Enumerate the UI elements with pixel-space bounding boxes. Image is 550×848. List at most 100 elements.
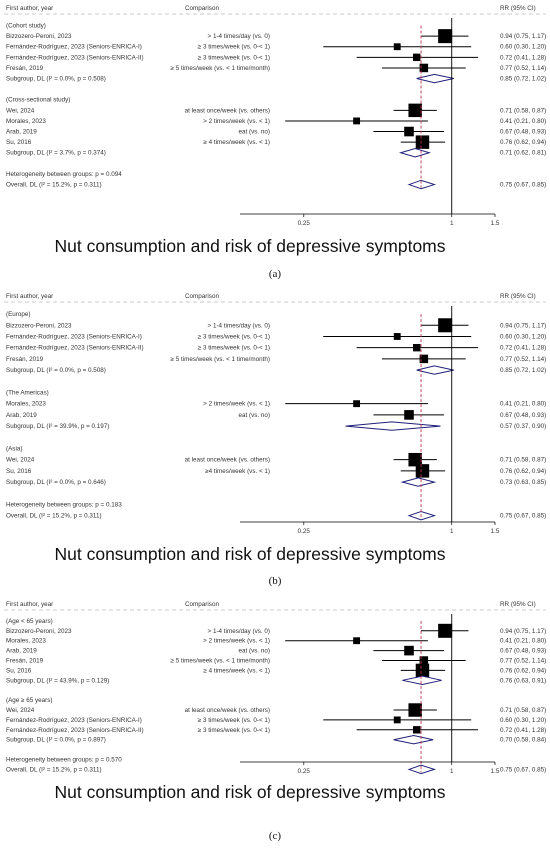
ci-label: 0.94 (0.75, 1.17) (500, 628, 546, 635)
subgroup-diamond (345, 421, 441, 431)
forest-plot-b: First author, year Comparison RR (95% CI) (… (4, 293, 546, 535)
header-study-label: First author, year (6, 601, 53, 608)
x-tick-label: 1.5 (491, 768, 500, 775)
comparison-label: > 1-4 times/day (vs. 0) (208, 322, 270, 329)
comparison-label: ≥ 3 times/week (vs. 0-< 1) (198, 345, 270, 352)
panel-c-title: Nut consumption and risk of depressive s… (54, 782, 446, 802)
ci-label: 0.60 (0.30, 1.20) (500, 717, 546, 724)
ci-label: 0.41 (0.21, 0.80) (500, 401, 546, 408)
study-label: Wei, 2024 (6, 107, 35, 114)
ci-label: 0.72 (0.41, 1.28) (500, 727, 546, 734)
comparison-label: > 2 times/week (vs. < 1) (203, 638, 270, 645)
subgroup-diamond (400, 477, 437, 487)
ci-label: 0.75 (0.67, 0.85) (500, 182, 546, 189)
ci-label: 0.77 (0.52, 1.14) (500, 65, 546, 72)
comparison-label: ≥ 3 times/week (vs. 0-< 1) (198, 717, 270, 724)
forest-plot-a: First author, year Comparison RR (95% CI) (… (4, 5, 546, 227)
ci-label: 0.71 (0.58, 0.87) (500, 457, 546, 464)
point-estimate-square (404, 410, 414, 420)
ci-label: 0.67 (0.48, 0.93) (500, 412, 546, 419)
comparison-label: ≥ 3 times/week (vs. 0-< 1) (198, 727, 270, 734)
subgroup-label: Subgroup, DL (I² = 0.0%, p = 0.646) (6, 479, 106, 486)
study-label: Fernández-Rodríguez, 2023 (Seniors-ENRIC… (6, 333, 142, 340)
ci-label: 0.75 (0.67, 0.85) (500, 766, 546, 773)
point-estimate-square (438, 623, 453, 638)
heterogeneity-label: Heterogeneity between groups: p = 0.570 (6, 757, 122, 764)
ci-label: 0.85 (0.72, 1.02) (500, 367, 546, 374)
subgroup-diamond (398, 148, 431, 158)
group-label: (Cohort study) (6, 23, 46, 30)
forest-plot-c: First author, year Comparison RR (95% CI) (… (4, 601, 546, 775)
study-label: Arab, 2019 (6, 129, 37, 136)
subgroup-label: Subgroup, DL (I² = 0.0%, p = 0.508) (6, 367, 106, 374)
comparison-label: > 1-4 times/day (vs. 0) (208, 33, 270, 40)
comparison-label: ≥ 3 times/week (vs. 0-< 1) (198, 44, 270, 51)
point-estimate-square (393, 716, 401, 724)
header-ci-label: RR (95% CI) (500, 5, 536, 12)
group-label: (Age < 65 years) (6, 618, 53, 625)
ci-label: 0.72 (0.41, 1.28) (500, 345, 546, 352)
comparison-label: ≥ 3 times/week (vs. 0-< 1) (198, 333, 270, 340)
point-estimate-square (415, 663, 430, 678)
header-study-label: First author, year (6, 293, 53, 300)
x-tick-label: 1.5 (491, 528, 500, 535)
x-tick-label: 0.25 (298, 220, 311, 227)
study-label: Su, 2016 (6, 667, 32, 674)
x-tick-label: 0.25 (298, 768, 311, 775)
ci-label: 0.41 (0.21, 0.80) (500, 638, 546, 645)
ci-label: 0.77 (0.52, 1.14) (500, 658, 546, 665)
comparison-label: ≥ 5 times/week (vs. < 1 time/month) (170, 65, 270, 72)
subgroup-label: Subgroup, DL (I² = 43.9%, p = 0.129) (6, 677, 109, 684)
comparison-label: > 2 times/week (vs. < 1) (203, 401, 270, 408)
overall-diamond (407, 510, 437, 521)
study-label: Fernández-Rodríguez, 2023 (Seniors-ENRIC… (6, 717, 142, 724)
ci-label: 0.67 (0.48, 0.93) (500, 129, 546, 136)
group-label: (Asia) (6, 445, 22, 452)
comparison-label: at least once/week (vs. others) (185, 107, 270, 114)
point-estimate-square (415, 464, 430, 478)
comparison-label: at least once/week (vs. others) (185, 707, 270, 714)
comparison-label: at least once/week (vs. others) (185, 457, 270, 464)
study-label: Su, 2016 (6, 468, 32, 475)
forest-plot-panel-c: First author, year Comparison RR (95% CI) (… (0, 596, 550, 848)
point-estimate-square (412, 726, 421, 734)
group-label: (The Americas) (6, 389, 49, 396)
study-label: Su, 2016 (6, 139, 32, 146)
point-estimate-square (415, 135, 430, 149)
study-label: Fernández-Rodríguez, 2023 (Seniors-ENRIC… (6, 727, 144, 734)
ci-label: 0.94 (0.75, 1.17) (500, 322, 546, 329)
ci-label: 0.60 (0.30, 1.20) (500, 333, 546, 340)
study-label: Morales, 2023 (6, 638, 46, 645)
header-comparison-label: Comparison (185, 293, 219, 300)
point-estimate-square (419, 63, 429, 73)
study-label: Arab, 2019 (6, 648, 37, 655)
subgroup-diamond (393, 734, 434, 745)
ci-label: 0.94 (0.75, 1.17) (500, 33, 546, 40)
ci-label: 0.77 (0.52, 1.14) (500, 356, 546, 363)
ci-label: 0.75 (0.67, 0.85) (500, 513, 546, 520)
point-estimate-square (438, 318, 453, 333)
comparison-label: eat (vs. no) (239, 129, 271, 136)
panel-a-label: (a) (268, 268, 282, 280)
group-label: (Cross-sectional study) (6, 97, 70, 104)
group-label: (Europe) (6, 311, 31, 318)
subgroup-diamond (416, 365, 454, 375)
study-label: Bizzozero-Peroni, 2023 (6, 628, 72, 635)
header-study-label: First author, year (6, 5, 53, 12)
study-label: Wei, 2024 (6, 457, 35, 464)
ci-label: 0.70 (0.58, 0.84) (500, 737, 546, 744)
study-label: Fernández-Rodríguez, 2023 (Seniors-ENRIC… (6, 54, 144, 61)
point-estimate-square (353, 637, 361, 645)
x-tick-label: 0.25 (298, 528, 311, 535)
study-label: Fresán, 2019 (6, 65, 44, 72)
comparison-label: > 1-4 times/day (vs. 0) (208, 628, 270, 635)
forest-plot-panel-a: First author, year Comparison RR (95% CI) (… (0, 0, 550, 283)
subgroup-diamond (416, 73, 454, 84)
ci-label: 0.41 (0.21, 0.80) (500, 118, 546, 125)
point-estimate-square (408, 103, 422, 118)
point-estimate-square (419, 656, 429, 665)
panel-c-label: (c) (268, 830, 282, 842)
overall-label: Overall, DL (I² = 15.2%, p = 0.311) (6, 182, 102, 189)
panel-b-label: (b) (268, 575, 282, 587)
study-label: Bizzozero-Peroni, 2023 (6, 322, 72, 329)
